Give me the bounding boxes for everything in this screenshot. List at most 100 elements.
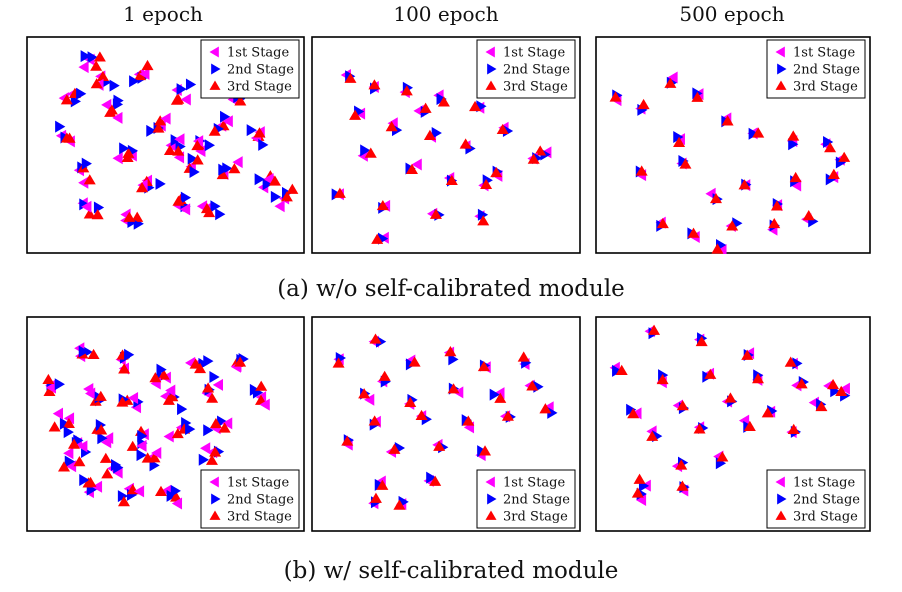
point-stage-3 <box>459 138 472 149</box>
legend: 1st Stage 2nd Stage 3rd Stage <box>766 39 866 99</box>
point-stage-1 <box>77 440 88 453</box>
point-stage-3 <box>376 479 389 490</box>
point-stage-1 <box>790 179 802 192</box>
point-stage-3 <box>94 390 107 401</box>
point-stage-3 <box>815 400 828 412</box>
point-stage-3 <box>90 60 103 71</box>
point-stage-2 <box>155 177 166 190</box>
scatter-panel-b-3: 1st Stage 2nd Stage 3rd Stage <box>595 316 871 532</box>
legend-label-stage-2: 2nd Stage <box>793 63 860 78</box>
point-stage-3 <box>738 179 751 190</box>
point-stage-3 <box>368 415 381 426</box>
point-stage-3 <box>333 187 346 198</box>
point-stage-3 <box>172 195 185 206</box>
point-stage-2 <box>262 178 273 191</box>
point-stage-3 <box>170 94 183 105</box>
point-stage-3 <box>48 421 61 432</box>
point-stage-2 <box>146 124 157 137</box>
legend-marker-stage-1 <box>209 476 219 488</box>
point-stage-3 <box>172 145 185 156</box>
point-stage-3 <box>609 91 622 102</box>
point-stage-3 <box>255 380 268 391</box>
point-stage-2 <box>79 198 90 211</box>
column-title-2: 100 epoch <box>393 2 499 26</box>
point-stage-3 <box>477 215 490 226</box>
point-stage-3 <box>371 233 384 244</box>
point-stage-1 <box>171 497 183 510</box>
point-stage-1 <box>91 480 103 493</box>
point-stage-2 <box>246 124 257 137</box>
point-stage-2 <box>189 166 200 179</box>
point-stage-1 <box>174 133 185 146</box>
legend-label-stage-3: 3rd Stage <box>503 510 568 525</box>
point-stage-2 <box>249 383 261 396</box>
point-stage-3 <box>656 217 669 229</box>
point-stage-1 <box>78 176 89 189</box>
point-stage-1 <box>635 494 647 507</box>
point-stage-2 <box>63 426 74 439</box>
point-stage-1 <box>716 243 727 254</box>
point-stage-2 <box>137 429 148 442</box>
point-stage-3 <box>208 125 221 136</box>
point-stage-3 <box>209 446 222 457</box>
legend-label-stage-1: 1st Stage <box>503 476 566 491</box>
legend-label-stage-1: 1st Stage <box>227 46 290 61</box>
legend-label-stage-3: 3rd Stage <box>227 80 292 95</box>
point-stage-1 <box>78 61 89 74</box>
point-stage-3 <box>802 210 815 221</box>
point-stage-1 <box>274 200 285 213</box>
point-stage-3 <box>405 163 418 174</box>
point-stage-2 <box>87 51 98 64</box>
point-stage-2 <box>678 154 689 167</box>
legend: 1st Stage 2nd Stage 3rd Stage <box>200 469 300 529</box>
point-stage-2 <box>547 406 558 419</box>
point-stage-3 <box>687 227 700 238</box>
point-stage-3 <box>724 392 737 403</box>
point-stage-3 <box>423 129 436 140</box>
point-stage-3 <box>673 136 686 147</box>
point-stage-3 <box>691 91 704 102</box>
point-stage-2 <box>79 474 90 487</box>
point-stage-1 <box>101 98 112 111</box>
point-stage-1 <box>232 156 243 169</box>
point-stage-2 <box>119 142 130 155</box>
point-stage-1 <box>133 485 145 498</box>
point-stage-3 <box>716 451 729 462</box>
point-stage-3 <box>99 452 112 463</box>
point-stage-2 <box>76 87 87 100</box>
legend-label-stage-1: 1st Stage <box>227 476 290 491</box>
point-stage-3 <box>118 363 131 374</box>
point-stage-2 <box>788 138 799 151</box>
legend-marker-stage-2 <box>487 493 497 505</box>
point-stage-3 <box>191 139 204 151</box>
point-stage-1 <box>136 439 147 452</box>
point-stage-1 <box>180 93 191 106</box>
point-stage-2 <box>220 110 231 123</box>
point-stage-2 <box>203 355 214 368</box>
point-stage-2 <box>254 173 265 186</box>
point-stage-2 <box>129 75 140 88</box>
point-stage-3 <box>635 165 648 176</box>
point-stage-3 <box>693 423 706 434</box>
legend-label-stage-3: 3rd Stage <box>793 80 858 95</box>
point-stage-3 <box>91 209 104 220</box>
legend-marker-stage-3 <box>485 510 497 520</box>
point-stage-3 <box>141 59 154 71</box>
point-stage-3 <box>364 147 377 158</box>
point-stage-1 <box>163 430 174 443</box>
point-stage-3 <box>122 147 135 158</box>
caption-b: (b) w/ self-calibrated module <box>283 558 619 584</box>
legend-marker-stage-2 <box>777 63 787 75</box>
point-stage-3 <box>462 415 475 426</box>
point-stage-3 <box>404 396 417 408</box>
point-stage-2 <box>218 163 229 176</box>
point-stage-3 <box>637 98 650 110</box>
scatter-panel-b-1: 1st Stage 2nd Stage 3rd Stage <box>26 316 305 532</box>
legend-label-stage-3: 3rd Stage <box>503 80 568 95</box>
point-stage-3 <box>349 109 362 120</box>
point-stage-3 <box>216 168 229 180</box>
scatter-panel-a-3: 1st Stage 2nd Stage 3rd Stage <box>595 36 871 254</box>
point-stage-3 <box>385 121 398 132</box>
point-stage-2 <box>626 403 637 416</box>
point-stage-3 <box>741 349 754 360</box>
